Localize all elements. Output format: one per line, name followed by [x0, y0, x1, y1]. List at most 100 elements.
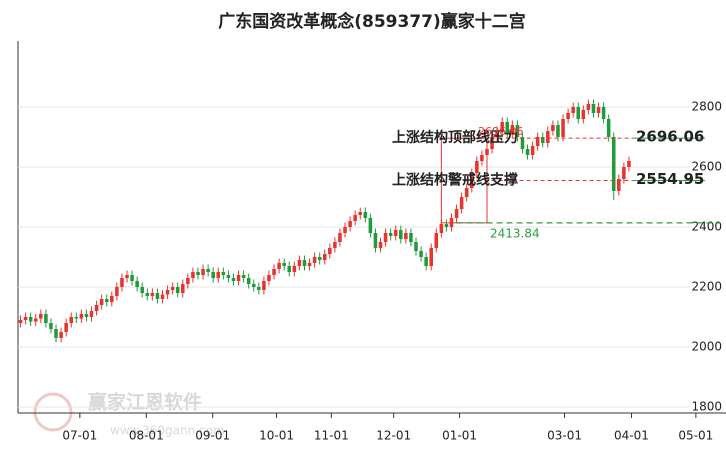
candle-body	[135, 281, 139, 287]
candle-body	[317, 257, 322, 260]
watermark: 赢家江恩软件	[88, 391, 202, 414]
x-tick-label: 10-01	[259, 429, 294, 443]
candle-body	[120, 278, 124, 287]
candle-body	[546, 131, 550, 143]
candle-body	[581, 110, 586, 119]
y-tick-label: 2600	[691, 160, 722, 174]
candle-body	[160, 294, 165, 299]
candle-body	[54, 329, 58, 338]
candle-body	[206, 269, 210, 272]
base-level-label: 2413.84	[490, 226, 540, 240]
candle-body	[333, 242, 337, 248]
candle-body	[175, 287, 180, 293]
candle-body	[18, 320, 23, 323]
candle-body	[383, 233, 388, 242]
candle-body	[343, 227, 347, 233]
candle-body	[257, 287, 261, 290]
candle-body	[510, 125, 515, 134]
candle-body	[125, 275, 129, 278]
level-small-label: 2696.06	[478, 125, 524, 138]
candle-body	[246, 278, 251, 284]
candle-body	[434, 233, 439, 248]
candle-body	[495, 131, 499, 137]
candle-body	[363, 212, 368, 218]
candle-body	[196, 272, 200, 275]
candle-body	[515, 125, 520, 137]
x-tick-label: 03-01	[547, 429, 582, 443]
candle-body	[414, 242, 418, 251]
candle-body	[464, 188, 469, 197]
chart-title: 广东国资改革概念(859377)赢家十二宫	[218, 11, 526, 32]
x-tick-label: 12-01	[376, 429, 411, 443]
candle-body	[165, 290, 170, 295]
candle-body	[566, 113, 570, 119]
candle-body	[617, 179, 621, 191]
candle-body	[79, 314, 84, 319]
candle-body	[586, 104, 591, 110]
candle-body	[490, 137, 494, 149]
candle-body	[611, 137, 616, 191]
level-value: 2554.95	[636, 170, 704, 188]
candle-body	[23, 317, 28, 320]
x-tick-label: 07-01	[62, 429, 97, 443]
candle-body	[530, 146, 535, 155]
candle-body	[388, 233, 393, 236]
candle-body	[505, 122, 510, 134]
candle-body	[282, 263, 286, 266]
candle-body	[272, 269, 276, 275]
candle-body	[328, 248, 332, 254]
candle-body	[393, 230, 398, 236]
candle-body	[84, 314, 89, 317]
candle-body	[115, 287, 119, 296]
candle-body	[226, 275, 231, 278]
x-tick-label: 04-01	[614, 429, 649, 443]
level-label: 上涨结构警戒线支撑	[392, 172, 518, 189]
candle-body	[287, 266, 292, 272]
candle-body	[74, 317, 79, 319]
candle-body	[429, 248, 433, 266]
candle-body	[475, 161, 479, 173]
candle-body	[307, 263, 312, 266]
candle-body	[140, 287, 144, 293]
y-tick-label: 2200	[691, 280, 722, 294]
candle-body	[424, 257, 428, 266]
candle-body	[444, 224, 449, 227]
candle-body	[373, 233, 378, 248]
candle-body	[33, 318, 38, 322]
watermark-logo	[33, 392, 73, 432]
candle-body	[39, 314, 43, 319]
candle-body	[520, 137, 525, 149]
candle-body	[236, 275, 241, 281]
candle-body	[104, 299, 109, 302]
candle-body	[201, 269, 205, 275]
candle-body	[145, 293, 150, 296]
candle-body	[601, 107, 606, 119]
candle-body	[596, 107, 601, 113]
x-tick-label: 08-01	[129, 429, 164, 443]
candle-body	[267, 275, 271, 281]
candle-body	[591, 104, 596, 113]
candle-body	[556, 125, 560, 137]
candle-body	[89, 311, 94, 317]
candle-body	[419, 251, 423, 257]
candle-body	[186, 278, 190, 284]
x-tick-label: 05-01	[678, 429, 713, 443]
level-value: 2696.06	[636, 128, 704, 146]
candle-body	[348, 221, 352, 227]
candle-body	[231, 278, 236, 281]
candle-body	[110, 296, 114, 302]
candle-body	[216, 272, 221, 278]
candle-body	[59, 332, 63, 338]
candle-body	[353, 215, 357, 221]
candle-body	[69, 317, 74, 323]
x-tick-label: 01-01	[442, 429, 477, 443]
candle-body	[221, 272, 226, 275]
candle-body	[322, 254, 327, 260]
candle-body	[338, 233, 342, 242]
candle-body	[459, 197, 464, 209]
x-tick-label: 09-01	[195, 429, 230, 443]
candle-body	[262, 281, 266, 290]
candle-body	[368, 218, 373, 233]
candle-body	[439, 224, 444, 233]
candle-body	[277, 263, 281, 269]
